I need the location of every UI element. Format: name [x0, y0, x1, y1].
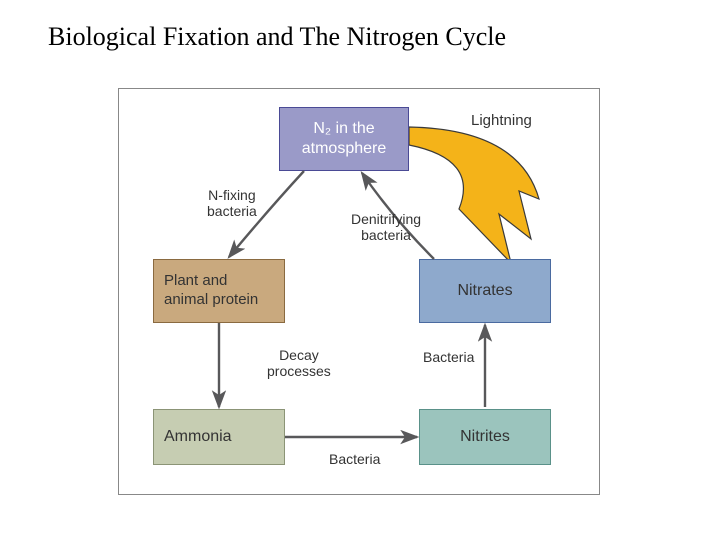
- arrows-layer: [119, 89, 599, 494]
- label-lightning: Lightning: [471, 112, 532, 129]
- label-nfixing: N-fixingbacteria: [207, 187, 257, 219]
- label-bacteria-bottom: Bacteria: [329, 451, 380, 467]
- label-decay: Decayprocesses: [267, 347, 331, 379]
- diagram-frame: N₂ in theatmosphere Plant andanimal prot…: [118, 88, 600, 495]
- page-title: Biological Fixation and The Nitrogen Cyc…: [48, 22, 506, 52]
- label-bacteria-right: Bacteria: [423, 349, 474, 365]
- label-denitrifying: Denitrifyingbacteria: [351, 211, 421, 243]
